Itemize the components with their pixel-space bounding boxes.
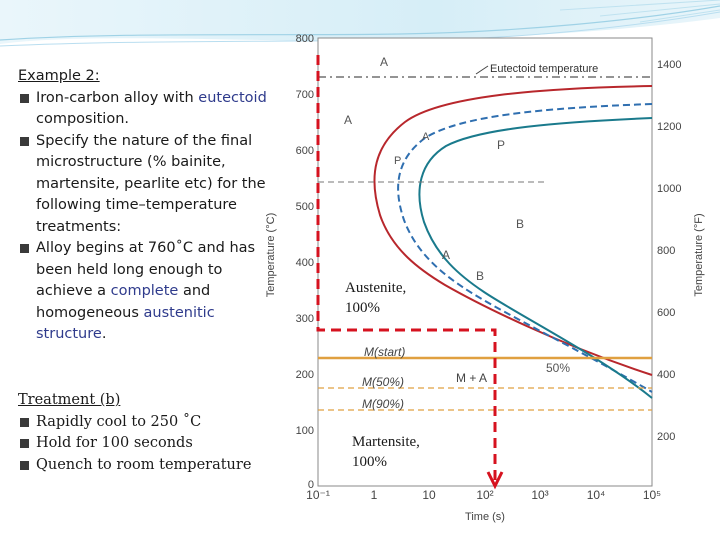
highlight-austenitic: austenitic structure <box>36 304 215 343</box>
y-axis-left: 800 700 600 500 400 300 200 100 0 <box>296 33 314 491</box>
austenite-label: Austenite, 100% <box>345 278 406 318</box>
y-tick-f: 1400 <box>657 59 681 71</box>
x-tick: 10² <box>476 488 493 502</box>
finish-curve <box>418 117 653 399</box>
region-a-left: A <box>344 113 352 127</box>
y-tick-c: 100 <box>296 425 314 437</box>
austenite-line: Austenite, <box>345 280 407 296</box>
bullet-alloy-start: Alloy begins at 760˚C and has been held … <box>18 238 268 346</box>
mstart-label: M(start) <box>364 345 405 359</box>
eutectoid-arrow <box>475 65 489 75</box>
region-b-mid: B <box>476 269 484 283</box>
curve-label-p: P <box>394 155 401 167</box>
curve-label-50: 50% <box>546 361 570 375</box>
y-tick-c: 300 <box>296 313 314 325</box>
martensite-line: Martensite, <box>352 434 420 450</box>
bullet-specify: Specify the nature of the final microstr… <box>18 131 268 239</box>
region-a-mid: A <box>442 248 450 262</box>
y-tick-c: 700 <box>296 89 314 101</box>
x-tick: 10⁻¹ <box>306 488 330 502</box>
fifty-percent-curve <box>397 103 653 393</box>
x-tick: 10⁴ <box>587 488 606 502</box>
bullet-text: Alloy begins at 760˚C and has been held … <box>36 240 256 299</box>
bullet-square-icon <box>20 460 29 470</box>
y-tick-f: 1200 <box>657 121 681 133</box>
x-tick: 10⁵ <box>643 488 661 502</box>
bullet-text: Specify the nature of the final microstr… <box>36 132 266 235</box>
y-tick-c: 500 <box>296 201 314 213</box>
bullet-text: Iron-carbon alloy with <box>36 89 199 106</box>
y-axis-left-label: Temperature (°C) <box>265 213 277 297</box>
bullet-text: and homogeneous <box>36 283 211 321</box>
treatment-path-arrowhead <box>486 471 504 490</box>
martensite-percent: 100% <box>352 454 387 470</box>
treatment-step: Rapidly cool to 250 ˚C <box>18 412 278 434</box>
region-a-top: A <box>380 55 388 69</box>
y-axis-right: 1400 1200 1000 800 600 400 200 <box>657 59 681 443</box>
bullet-square-icon <box>20 417 29 427</box>
y-tick-f: 800 <box>657 245 675 257</box>
curve-label-a: A <box>422 131 430 143</box>
bullet-square-icon <box>20 439 29 448</box>
y-tick-c: 400 <box>296 257 314 269</box>
bullet-text: composition. <box>36 111 130 127</box>
x-tick: 10 <box>422 488 436 502</box>
y-tick-c: 600 <box>296 145 314 157</box>
bullet-square-icon <box>20 93 29 103</box>
step-text: Quench to room temperature <box>36 456 252 473</box>
highlight-complete: complete <box>110 283 179 299</box>
region-p: P <box>497 138 505 152</box>
bullet-square-icon <box>20 136 29 146</box>
eutectoid-label: Eutectoid temperature <box>490 63 598 75</box>
y-tick-f: 200 <box>657 431 675 443</box>
bullet-composition: Iron-carbon alloy with eutectoid composi… <box>18 88 268 131</box>
start-curve <box>373 85 653 376</box>
x-axis: 10⁻¹ 1 10 10² 10³ 10⁴ 10⁵ <box>306 488 661 502</box>
martensite-label: Martensite, 100% <box>352 432 420 472</box>
x-tick: 10³ <box>531 488 548 502</box>
treatment-step: Hold for 100 seconds <box>18 433 278 455</box>
region-m-plus-a: M + A <box>456 371 487 385</box>
x-axis-label: Time (s) <box>465 511 505 523</box>
highlight-eutectoid: eutectoid <box>198 89 267 106</box>
y-axis-right-label: Temperature (°F) <box>693 213 705 296</box>
m90-label: M(90%) <box>362 397 404 411</box>
treatment-path <box>316 55 497 482</box>
m50-label: M(50%) <box>362 375 404 389</box>
treatment-heading: Treatment (b) <box>18 392 121 408</box>
y-tick-c: 800 <box>296 33 314 45</box>
y-tick-c: 0 <box>308 479 314 491</box>
x-tick: 1 <box>371 488 378 502</box>
example-heading: Example 2: <box>18 68 100 84</box>
bullet-square-icon <box>20 244 29 253</box>
treatment-step: Quench to room temperature <box>18 455 278 477</box>
step-text: Hold for 100 seconds <box>36 435 193 451</box>
bullet-text: . <box>101 326 107 342</box>
problem-statement: Example 2: Iron-carbon alloy with eutect… <box>18 66 268 346</box>
step-text: Rapidly cool to 250 ˚C <box>36 413 202 430</box>
region-b: B <box>516 217 524 231</box>
y-tick-f: 400 <box>657 369 675 381</box>
plot-frame <box>317 37 653 487</box>
y-tick-f: 1000 <box>657 183 681 195</box>
treatment-block: Treatment (b) Rapidly cool to 250 ˚C Hol… <box>18 390 278 476</box>
y-tick-f: 600 <box>657 307 675 319</box>
austenite-percent: 100% <box>345 300 380 316</box>
y-tick-c: 200 <box>296 369 314 381</box>
